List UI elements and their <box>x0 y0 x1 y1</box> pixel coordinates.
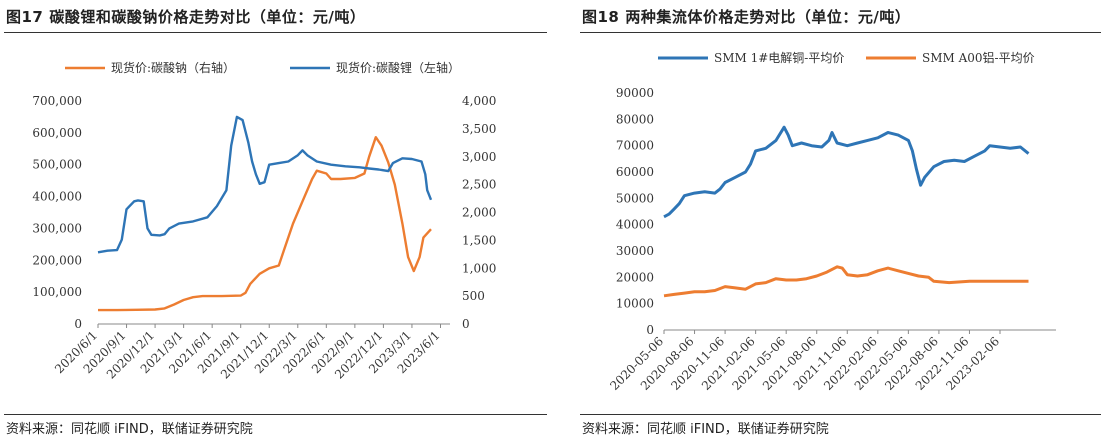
left-y-tick-label-2: 200,000 <box>32 253 82 267</box>
right-figure: 图18 两种集流体价格走势对比（单位：元/吨） 0 10000 20000 30000 4… <box>576 0 1107 442</box>
y-tick-label-2: 20000 <box>616 270 654 284</box>
left-bottom-rule <box>4 414 547 415</box>
right-y-tick-label-0: 0 <box>462 317 470 331</box>
y-tick-label-5: 50000 <box>616 191 654 205</box>
lithium-sodium-carbonate-chart: 0 100,000 200,000 300,000 400,000 500,000 600,… <box>32 60 496 382</box>
left-figure-title-text: 碳酸锂和碳酸钠价格走势对比（单位：元/吨） <box>49 8 366 26</box>
left-figure: 图17 碳酸锂和碳酸钠价格走势对比（单位：元/吨） 0 100,000 200,000… <box>0 0 553 442</box>
copper-aluminum-price-chart: 0 10000 20000 30000 40000 50000 60000 70000 8000… <box>607 50 1056 393</box>
left-y-tick-label-1: 100,000 <box>32 285 82 299</box>
right-y-tick-label-2: 1,000 <box>462 261 496 275</box>
left-y-tick-label-7: 700,000 <box>32 94 82 108</box>
legend-label-0: SMM 1#电解铜-平均价 <box>714 50 844 65</box>
y-tick-label-0: 0 <box>646 323 654 337</box>
left-y-tick-label-4: 400,000 <box>32 190 82 204</box>
y-tick-label-6: 60000 <box>616 165 654 179</box>
right-figure-title-text: 两种集流体价格走势对比（单位：元/吨） <box>625 8 911 26</box>
right-top-rule <box>580 32 1101 33</box>
y-tick-label-3: 30000 <box>616 244 654 258</box>
y-tick-label-4: 40000 <box>616 218 654 232</box>
right-bottom-rule <box>580 414 1101 415</box>
right-figure-title: 图18 两种集流体价格走势对比（单位：元/吨） <box>582 6 910 27</box>
legend-label-0: 现货价:碳酸钠（右轴） <box>111 60 235 75</box>
y-tick-label-7: 70000 <box>616 139 654 153</box>
right-y-tick-label-5: 2,500 <box>462 178 496 192</box>
left-y-tick-label-3: 300,000 <box>32 221 82 235</box>
series-line-lithium-carbonate <box>97 115 433 254</box>
right-source-note: 资料来源：同花顺 iFIND，联储证券研究院 <box>582 422 829 437</box>
y-tick-label-1: 10000 <box>616 297 654 311</box>
y-tick-label-9: 90000 <box>616 86 654 100</box>
right-y-tick-label-8: 4,000 <box>462 94 496 108</box>
series-line-sodium-carbonate <box>98 135 432 312</box>
right-y-tick-label-1: 500 <box>462 289 485 303</box>
legend-label-1: SMM A00铝-平均价 <box>922 50 1035 65</box>
right-y-tick-label-3: 1,500 <box>462 233 496 247</box>
right-y-tick-label-7: 3,500 <box>462 122 496 136</box>
left-y-tick-label-6: 600,000 <box>32 126 82 140</box>
right-y-tick-label-4: 2,000 <box>462 206 496 220</box>
series-line-copper <box>663 125 1030 219</box>
left-figure-number: 图17 <box>6 8 44 26</box>
left-y-tick-label-0: 0 <box>74 317 82 331</box>
y-tick-label-8: 80000 <box>616 112 654 126</box>
right-y-tick-label-6: 3,000 <box>462 150 496 164</box>
series-line-aluminum <box>663 265 1029 298</box>
legend-label-1: 现货价:碳酸锂（左轴） <box>336 60 460 75</box>
left-source-note: 资料来源：同花顺 iFIND，联储证券研究院 <box>6 422 253 437</box>
left-figure-title: 图17 碳酸锂和碳酸钠价格走势对比（单位：元/吨） <box>6 6 365 27</box>
left-top-rule <box>4 32 547 33</box>
right-figure-number: 图18 <box>582 8 620 26</box>
left-y-tick-label-5: 500,000 <box>32 158 82 172</box>
